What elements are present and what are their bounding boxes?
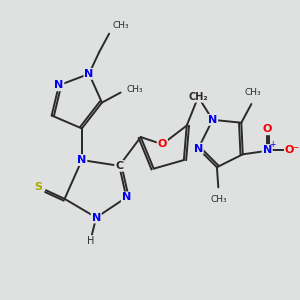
Text: S: S <box>35 182 43 192</box>
Text: N: N <box>262 145 272 155</box>
Text: O: O <box>158 139 167 149</box>
Text: N: N <box>208 115 217 125</box>
Text: O: O <box>262 124 272 134</box>
Text: N: N <box>84 69 94 79</box>
Text: N: N <box>54 80 64 90</box>
Text: CH₂: CH₂ <box>188 92 208 102</box>
Text: C: C <box>115 161 123 171</box>
Text: O⁻: O⁻ <box>285 145 300 155</box>
Text: CH₃: CH₃ <box>210 194 226 203</box>
Text: N: N <box>194 144 203 154</box>
Text: CH₃: CH₃ <box>126 85 143 94</box>
Text: N: N <box>77 155 86 165</box>
Text: CH₃: CH₃ <box>112 21 129 30</box>
Text: N: N <box>122 192 131 203</box>
Text: H: H <box>87 236 94 246</box>
Text: N: N <box>92 212 101 223</box>
Text: CH₃: CH₃ <box>244 88 261 98</box>
Text: +: + <box>269 140 275 149</box>
